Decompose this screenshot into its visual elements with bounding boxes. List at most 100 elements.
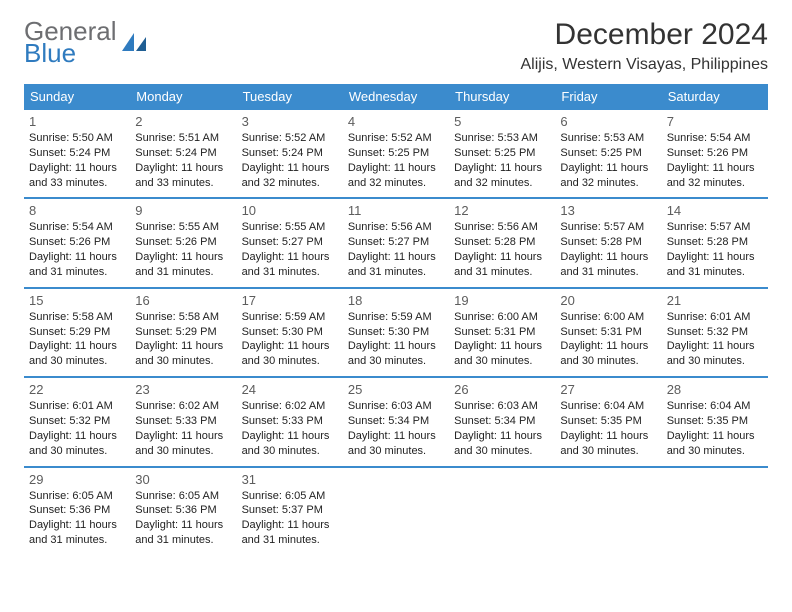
sunset-line: Sunset: 5:34 PM xyxy=(454,414,550,429)
sail-icon xyxy=(120,31,148,53)
calendar-day-cell: 23Sunrise: 6:02 AMSunset: 5:33 PMDayligh… xyxy=(130,377,236,466)
calendar-day-cell: 6Sunrise: 5:53 AMSunset: 5:25 PMDaylight… xyxy=(555,110,661,199)
day-number: 10 xyxy=(242,203,338,218)
day-number: 23 xyxy=(135,382,231,397)
calendar-day-cell: 30Sunrise: 6:05 AMSunset: 5:36 PMDayligh… xyxy=(130,467,236,555)
calendar-week-row: 29Sunrise: 6:05 AMSunset: 5:36 PMDayligh… xyxy=(24,467,768,555)
sunrise-line: Sunrise: 5:52 AM xyxy=(242,131,338,146)
calendar-day-cell: 15Sunrise: 5:58 AMSunset: 5:29 PMDayligh… xyxy=(24,288,130,377)
day-header: Thursday xyxy=(449,84,555,110)
daylight-line-2: and 30 minutes. xyxy=(348,354,444,369)
daylight-line: Daylight: 11 hours xyxy=(667,339,763,354)
sunset-line: Sunset: 5:30 PM xyxy=(348,325,444,340)
calendar-empty-cell xyxy=(449,467,555,555)
sunrise-line: Sunrise: 6:00 AM xyxy=(454,310,550,325)
day-number: 17 xyxy=(242,293,338,308)
daylight-line-2: and 30 minutes. xyxy=(29,444,125,459)
sunrise-line: Sunrise: 6:05 AM xyxy=(29,489,125,504)
sunset-line: Sunset: 5:24 PM xyxy=(135,146,231,161)
daylight-line: Daylight: 11 hours xyxy=(667,161,763,176)
sunset-line: Sunset: 5:28 PM xyxy=(560,235,656,250)
sunset-line: Sunset: 5:35 PM xyxy=(560,414,656,429)
sunrise-line: Sunrise: 5:51 AM xyxy=(135,131,231,146)
calendar-week-row: 15Sunrise: 5:58 AMSunset: 5:29 PMDayligh… xyxy=(24,288,768,377)
day-number: 12 xyxy=(454,203,550,218)
calendar-day-cell: 9Sunrise: 5:55 AMSunset: 5:26 PMDaylight… xyxy=(130,198,236,287)
sunrise-line: Sunrise: 6:04 AM xyxy=(667,399,763,414)
sunrise-line: Sunrise: 6:03 AM xyxy=(348,399,444,414)
sunrise-line: Sunrise: 5:54 AM xyxy=(29,220,125,235)
daylight-line-2: and 31 minutes. xyxy=(667,265,763,280)
day-number: 30 xyxy=(135,472,231,487)
day-number: 14 xyxy=(667,203,763,218)
calendar-page: General Blue December 2024 Alijis, Weste… xyxy=(0,0,792,579)
sunset-line: Sunset: 5:24 PM xyxy=(242,146,338,161)
daylight-line-2: and 31 minutes. xyxy=(29,533,125,548)
sunset-line: Sunset: 5:33 PM xyxy=(135,414,231,429)
day-number: 13 xyxy=(560,203,656,218)
day-header: Saturday xyxy=(662,84,768,110)
sunset-line: Sunset: 5:30 PM xyxy=(242,325,338,340)
sunset-line: Sunset: 5:24 PM xyxy=(29,146,125,161)
daylight-line: Daylight: 11 hours xyxy=(135,518,231,533)
calendar-day-cell: 25Sunrise: 6:03 AMSunset: 5:34 PMDayligh… xyxy=(343,377,449,466)
daylight-line-2: and 31 minutes. xyxy=(348,265,444,280)
calendar-day-cell: 19Sunrise: 6:00 AMSunset: 5:31 PMDayligh… xyxy=(449,288,555,377)
day-number: 5 xyxy=(454,114,550,129)
sunset-line: Sunset: 5:25 PM xyxy=(560,146,656,161)
calendar-day-cell: 16Sunrise: 5:58 AMSunset: 5:29 PMDayligh… xyxy=(130,288,236,377)
daylight-line: Daylight: 11 hours xyxy=(135,161,231,176)
sunrise-line: Sunrise: 5:58 AM xyxy=(135,310,231,325)
calendar-day-cell: 31Sunrise: 6:05 AMSunset: 5:37 PMDayligh… xyxy=(237,467,343,555)
day-number: 16 xyxy=(135,293,231,308)
daylight-line-2: and 33 minutes. xyxy=(135,176,231,191)
title-block: December 2024 Alijis, Western Visayas, P… xyxy=(520,18,768,74)
sunrise-line: Sunrise: 5:50 AM xyxy=(29,131,125,146)
calendar-week-row: 22Sunrise: 6:01 AMSunset: 5:32 PMDayligh… xyxy=(24,377,768,466)
daylight-line-2: and 30 minutes. xyxy=(348,444,444,459)
sunset-line: Sunset: 5:36 PM xyxy=(29,503,125,518)
sunset-line: Sunset: 5:29 PM xyxy=(29,325,125,340)
sunrise-line: Sunrise: 5:59 AM xyxy=(348,310,444,325)
day-number: 2 xyxy=(135,114,231,129)
daylight-line-2: and 31 minutes. xyxy=(560,265,656,280)
daylight-line: Daylight: 11 hours xyxy=(667,429,763,444)
calendar-week-row: 1Sunrise: 5:50 AMSunset: 5:24 PMDaylight… xyxy=(24,110,768,199)
sunset-line: Sunset: 5:25 PM xyxy=(454,146,550,161)
calendar-day-cell: 26Sunrise: 6:03 AMSunset: 5:34 PMDayligh… xyxy=(449,377,555,466)
sunset-line: Sunset: 5:26 PM xyxy=(667,146,763,161)
sunset-line: Sunset: 5:36 PM xyxy=(135,503,231,518)
sunrise-line: Sunrise: 5:55 AM xyxy=(135,220,231,235)
sunset-line: Sunset: 5:28 PM xyxy=(667,235,763,250)
daylight-line: Daylight: 11 hours xyxy=(135,339,231,354)
daylight-line-2: and 31 minutes. xyxy=(242,533,338,548)
daylight-line-2: and 30 minutes. xyxy=(135,444,231,459)
daylight-line: Daylight: 11 hours xyxy=(560,339,656,354)
calendar-day-cell: 22Sunrise: 6:01 AMSunset: 5:32 PMDayligh… xyxy=(24,377,130,466)
day-header: Monday xyxy=(130,84,236,110)
calendar-body: 1Sunrise: 5:50 AMSunset: 5:24 PMDaylight… xyxy=(24,110,768,555)
daylight-line-2: and 32 minutes. xyxy=(348,176,444,191)
header-row: General Blue December 2024 Alijis, Weste… xyxy=(24,18,768,74)
sunrise-line: Sunrise: 5:59 AM xyxy=(242,310,338,325)
day-number: 27 xyxy=(560,382,656,397)
calendar-day-cell: 11Sunrise: 5:56 AMSunset: 5:27 PMDayligh… xyxy=(343,198,449,287)
sunset-line: Sunset: 5:33 PM xyxy=(242,414,338,429)
daylight-line: Daylight: 11 hours xyxy=(29,518,125,533)
sunset-line: Sunset: 5:25 PM xyxy=(348,146,444,161)
daylight-line: Daylight: 11 hours xyxy=(454,161,550,176)
daylight-line-2: and 30 minutes. xyxy=(454,354,550,369)
sunset-line: Sunset: 5:26 PM xyxy=(135,235,231,250)
calendar-day-cell: 8Sunrise: 5:54 AMSunset: 5:26 PMDaylight… xyxy=(24,198,130,287)
sunrise-line: Sunrise: 5:56 AM xyxy=(454,220,550,235)
day-number: 19 xyxy=(454,293,550,308)
daylight-line-2: and 32 minutes. xyxy=(560,176,656,191)
brand-text: General Blue xyxy=(24,18,117,66)
day-number: 25 xyxy=(348,382,444,397)
calendar-day-cell: 4Sunrise: 5:52 AMSunset: 5:25 PMDaylight… xyxy=(343,110,449,199)
daylight-line-2: and 30 minutes. xyxy=(242,354,338,369)
sunset-line: Sunset: 5:31 PM xyxy=(560,325,656,340)
sunrise-line: Sunrise: 6:00 AM xyxy=(560,310,656,325)
day-number: 31 xyxy=(242,472,338,487)
sunset-line: Sunset: 5:32 PM xyxy=(667,325,763,340)
